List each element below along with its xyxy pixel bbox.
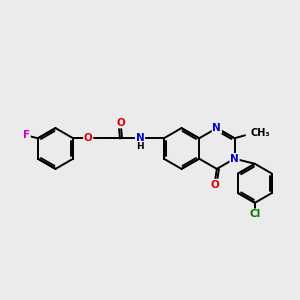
- Text: H: H: [136, 142, 144, 151]
- Text: Cl: Cl: [249, 209, 260, 219]
- Text: N: N: [136, 133, 144, 143]
- Text: F: F: [23, 130, 30, 140]
- Text: O: O: [210, 179, 219, 190]
- Text: CH₃: CH₃: [251, 128, 270, 138]
- Text: O: O: [84, 133, 92, 143]
- Text: N: N: [230, 154, 239, 164]
- Text: O: O: [116, 118, 125, 128]
- Text: N: N: [212, 123, 221, 133]
